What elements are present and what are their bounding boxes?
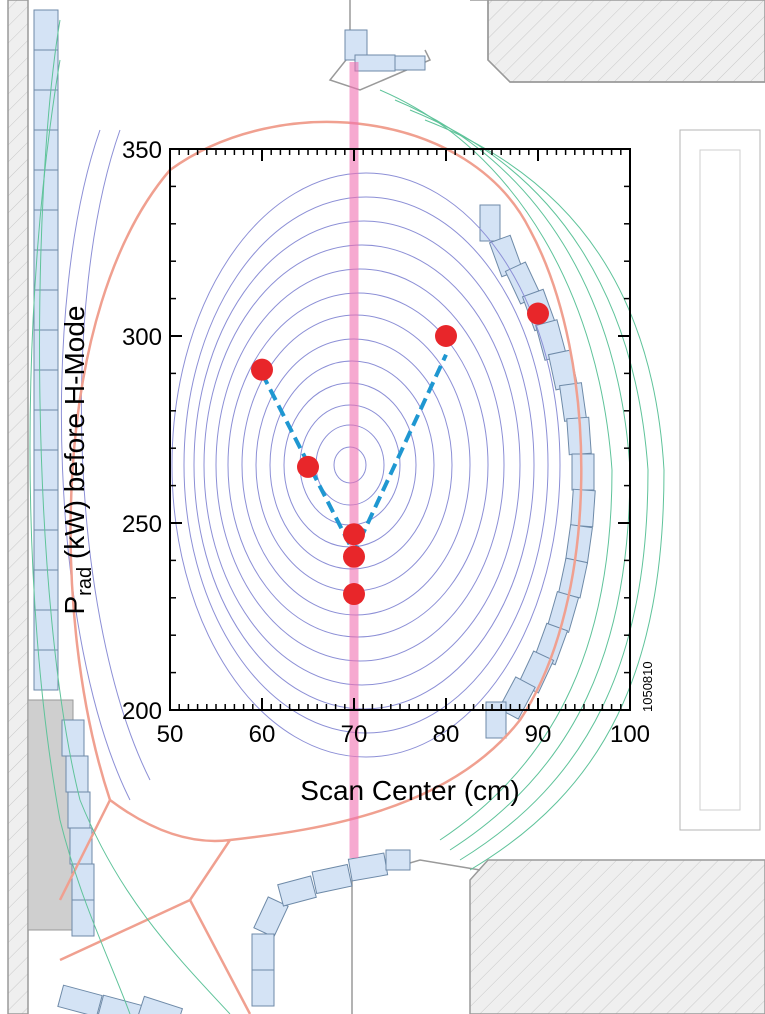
upper-right-port-inner	[487, 0, 765, 83]
y-axis-title-subscript: rad	[74, 567, 96, 596]
x-tick-label: 90	[525, 721, 552, 748]
x-tick-label: 80	[433, 721, 460, 748]
axis-ticks	[169, 148, 631, 711]
lower-center-structure	[351, 859, 481, 1014]
y-tick-label: 250	[122, 511, 162, 538]
x-tick-label: 100	[610, 721, 650, 748]
data-point	[435, 325, 457, 347]
x-axis-title: Scan Center (cm)	[300, 775, 519, 806]
x-tick-label: 50	[157, 721, 184, 748]
axis-tick-labels: 50 60 70 80 90 100 200 250 300 350	[122, 137, 650, 748]
data-points	[251, 302, 549, 606]
data-point	[527, 302, 549, 325]
y-axis-title-rest: (kW) before H-Mode	[59, 306, 90, 567]
y-tick-label: 350	[122, 137, 162, 164]
y-axis-title-main: P	[59, 596, 90, 615]
left-wall	[7, 0, 29, 1014]
right-wall-tiles	[479, 204, 596, 739]
y-tick-label: 200	[122, 698, 162, 725]
data-point	[251, 358, 273, 381]
data-point	[343, 545, 365, 568]
divertor-tiles	[57, 29, 426, 1014]
tokamak-vessel-background	[7, 0, 765, 1014]
y-tick-label: 300	[122, 324, 162, 351]
right-port-frame	[679, 129, 761, 831]
upper-right-port	[470, 0, 765, 83]
data-point	[343, 583, 365, 606]
lower-right-port	[469, 859, 765, 1014]
data-point	[297, 455, 319, 478]
y-axis-title: Prad (kW) before H-Mode	[59, 306, 96, 615]
separatrix	[58, 120, 583, 1014]
figure-id: 1050810	[640, 661, 655, 712]
x-tick-label: 60	[249, 721, 276, 748]
data-point	[343, 523, 365, 546]
right-port-frame-inner	[699, 149, 741, 811]
x-tick-label: 70	[341, 721, 368, 748]
